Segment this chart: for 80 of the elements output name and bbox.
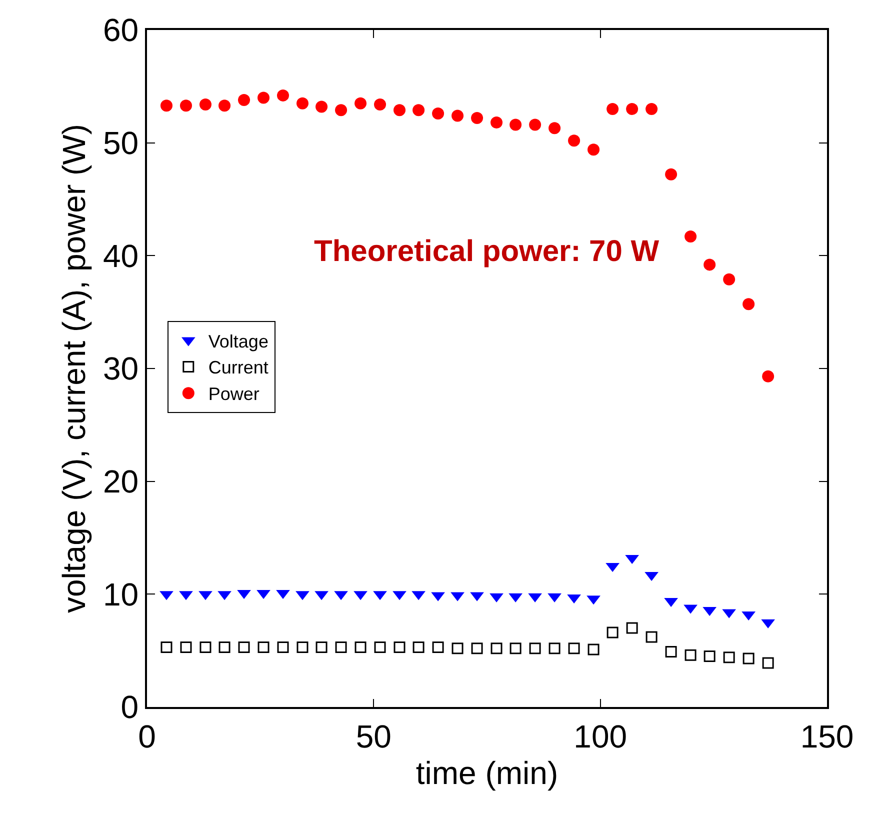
y-tick-label: 40 bbox=[103, 238, 139, 274]
point bbox=[335, 104, 348, 116]
point bbox=[316, 641, 328, 653]
point bbox=[277, 641, 289, 653]
point bbox=[258, 641, 270, 653]
y-axis-title: voltage (V), current (A), power (W) bbox=[56, 124, 92, 613]
point bbox=[510, 118, 522, 131]
point bbox=[277, 89, 289, 102]
point bbox=[665, 646, 677, 658]
point bbox=[723, 273, 736, 286]
point bbox=[471, 112, 484, 124]
point bbox=[606, 626, 618, 638]
point bbox=[665, 168, 678, 180]
x-tick-label: 100 bbox=[574, 718, 628, 754]
point bbox=[646, 631, 658, 643]
point bbox=[296, 97, 308, 110]
point bbox=[180, 100, 192, 112]
y-tick-label: 10 bbox=[103, 576, 139, 612]
y-tick-label: 20 bbox=[103, 464, 139, 500]
y-tick-label: 0 bbox=[120, 689, 139, 726]
point bbox=[200, 641, 212, 653]
point bbox=[548, 642, 560, 654]
point bbox=[684, 230, 697, 242]
point bbox=[180, 641, 192, 653]
legend-label: Power bbox=[208, 384, 260, 404]
point bbox=[723, 652, 735, 664]
point bbox=[412, 104, 425, 116]
y-tick-label: 30 bbox=[103, 350, 139, 387]
point bbox=[762, 370, 774, 382]
point bbox=[354, 97, 367, 110]
point bbox=[432, 108, 444, 120]
point bbox=[568, 134, 580, 147]
point bbox=[762, 657, 774, 669]
point bbox=[218, 100, 231, 112]
point bbox=[160, 100, 172, 112]
x-axis-title: time (min) bbox=[416, 754, 558, 791]
point bbox=[704, 258, 716, 271]
point bbox=[394, 641, 406, 653]
point bbox=[218, 641, 230, 653]
point bbox=[588, 144, 600, 156]
legend-label: Current bbox=[208, 358, 268, 378]
point bbox=[471, 642, 483, 654]
point bbox=[588, 644, 600, 656]
point bbox=[335, 641, 347, 653]
point bbox=[432, 641, 444, 653]
point bbox=[490, 116, 503, 129]
point bbox=[452, 642, 464, 654]
point bbox=[548, 122, 561, 134]
point bbox=[742, 298, 755, 310]
point bbox=[529, 642, 541, 654]
point bbox=[296, 641, 308, 653]
point bbox=[510, 642, 522, 654]
legend-label: Voltage bbox=[208, 331, 268, 352]
point bbox=[374, 98, 386, 110]
point bbox=[626, 102, 638, 115]
point bbox=[160, 641, 172, 653]
point bbox=[606, 102, 619, 115]
y-tick-label: 60 bbox=[103, 12, 139, 48]
point bbox=[412, 641, 424, 653]
point bbox=[452, 110, 464, 122]
point bbox=[684, 649, 696, 661]
x-tick-label: 50 bbox=[356, 718, 392, 754]
point bbox=[258, 92, 270, 104]
point bbox=[704, 650, 716, 662]
point bbox=[374, 641, 386, 653]
point bbox=[199, 98, 212, 110]
point bbox=[316, 100, 328, 113]
point bbox=[490, 642, 502, 654]
y-tick-label: 50 bbox=[103, 125, 139, 162]
annotation: Theoretical power: 70 W bbox=[314, 235, 660, 268]
point bbox=[354, 641, 366, 653]
point bbox=[626, 622, 638, 634]
point bbox=[568, 642, 580, 654]
point bbox=[529, 118, 542, 131]
point bbox=[394, 104, 406, 116]
x-tick-label: 150 bbox=[800, 718, 854, 754]
point bbox=[238, 94, 250, 106]
point bbox=[238, 641, 250, 653]
point bbox=[742, 652, 754, 664]
point bbox=[646, 102, 658, 115]
